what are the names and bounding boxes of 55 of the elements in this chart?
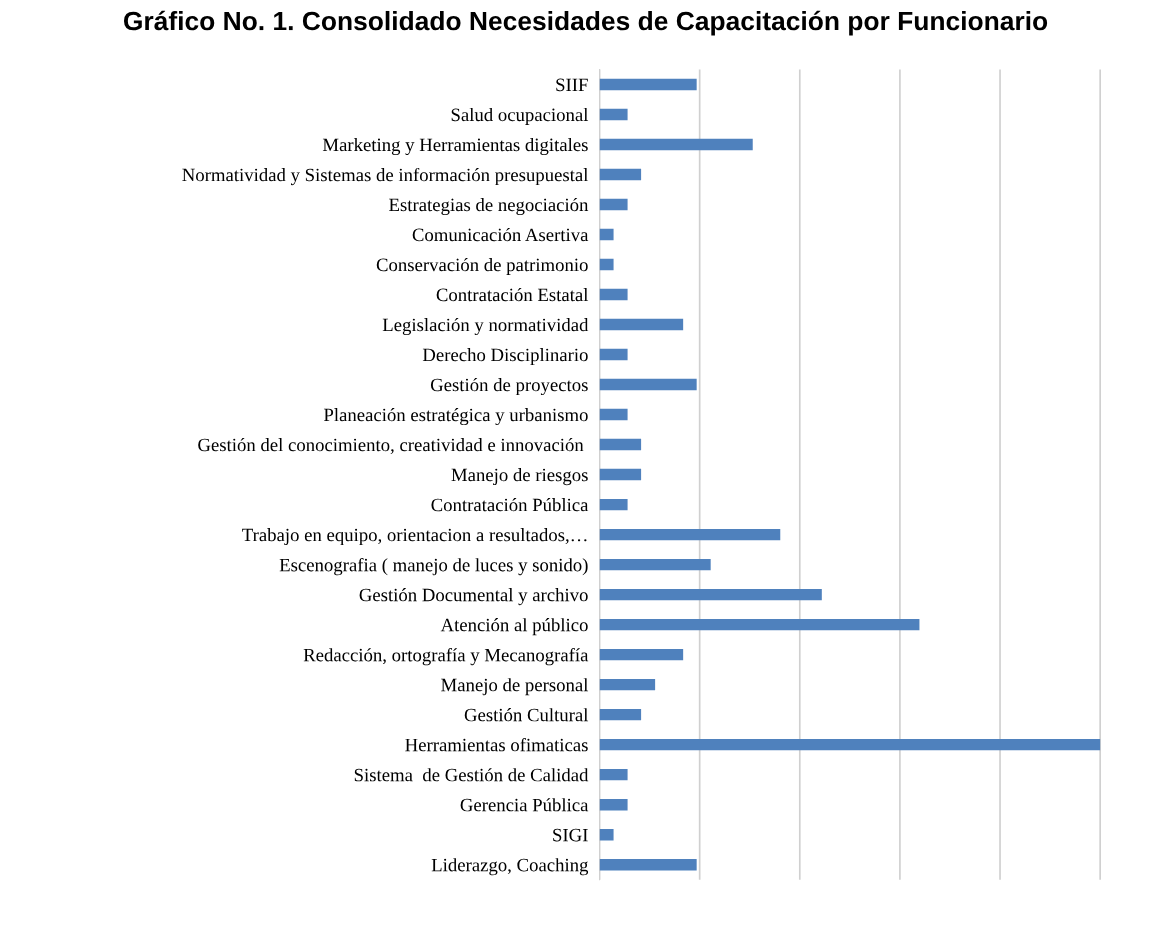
y-tick-label: Manejo de riesgos	[451, 468, 588, 486]
y-tick-label: Liderazgo, Coaching	[431, 858, 589, 876]
bar	[599, 798, 628, 811]
bar	[599, 108, 628, 121]
y-tick-label: Normatividad y Sistemas de información presupuestal	[182, 167, 589, 186]
bar	[599, 738, 1101, 751]
bar	[599, 168, 642, 181]
bar	[599, 498, 628, 511]
y-tick-label: Gerencia Pública	[460, 798, 589, 812]
bar	[599, 138, 753, 151]
y-tick-label: Contratación Pública	[431, 498, 589, 512]
y-tick-label: Sistema de Gestión de Calidad	[354, 768, 589, 782]
bar	[599, 648, 684, 661]
y-tick-label: Gestión de proyectos	[430, 378, 588, 396]
bar	[599, 318, 684, 331]
y-tick-label: Manejo de personal	[441, 678, 589, 696]
y-tick-label: Gestión Cultural	[464, 708, 589, 722]
bar	[599, 348, 628, 361]
bar	[599, 678, 656, 691]
y-tick-label: Trabajo en equipo, orientacion a resultados,…	[242, 528, 587, 546]
y-tick-label: Contratación Estatal	[436, 287, 589, 302]
bar	[599, 408, 628, 421]
y-tick-label: Marketing y Herramientas digitales	[322, 137, 588, 156]
y-tick-label: Conservación de patrimonio	[376, 257, 588, 276]
bar	[599, 228, 614, 241]
bar	[599, 438, 642, 451]
bar	[599, 828, 614, 841]
bar	[599, 258, 614, 271]
y-tick-label: Salud ocupacional	[451, 107, 589, 125]
y-tick-label: Redacción, ortografía y Mecanografía	[303, 648, 589, 666]
bar	[599, 558, 711, 571]
bar	[599, 468, 642, 481]
bar	[599, 768, 628, 781]
y-tick-label: SIIF	[556, 78, 588, 92]
y-tick-label: SIGI	[553, 828, 588, 842]
y-tick-label: Gestión del conocimiento, creatividad e innovación	[198, 438, 584, 454]
bar	[599, 528, 781, 541]
bar	[599, 708, 642, 721]
y-tick-label: Escenografia ( manejo de luces y sonido)	[279, 558, 588, 576]
chart-title: Gráfico No. 1. Consolidado Necesidades de Capacitación por Funcionario	[123, 10, 1048, 36]
bar	[599, 858, 697, 871]
y-tick-label: Derecho Disciplinario	[422, 348, 588, 366]
y-tick-label: Estrategias de negociación	[389, 197, 589, 216]
y-tick-label: Comunicación Asertiva	[412, 227, 589, 242]
y-tick-label: Legislación y normatividad	[382, 318, 589, 336]
y-tick-label: Planeación estratégica y urbanismo	[323, 408, 588, 426]
y-tick-label: Gestión Documental y archivo	[359, 588, 588, 606]
bar	[599, 78, 697, 91]
bar	[599, 378, 697, 391]
bar	[599, 588, 822, 601]
bar	[599, 288, 628, 301]
y-tick-label: Herramientas ofimaticas	[405, 737, 588, 752]
bar	[599, 618, 920, 631]
y-tick-label: Atención al público	[440, 618, 588, 636]
bar	[599, 198, 628, 211]
